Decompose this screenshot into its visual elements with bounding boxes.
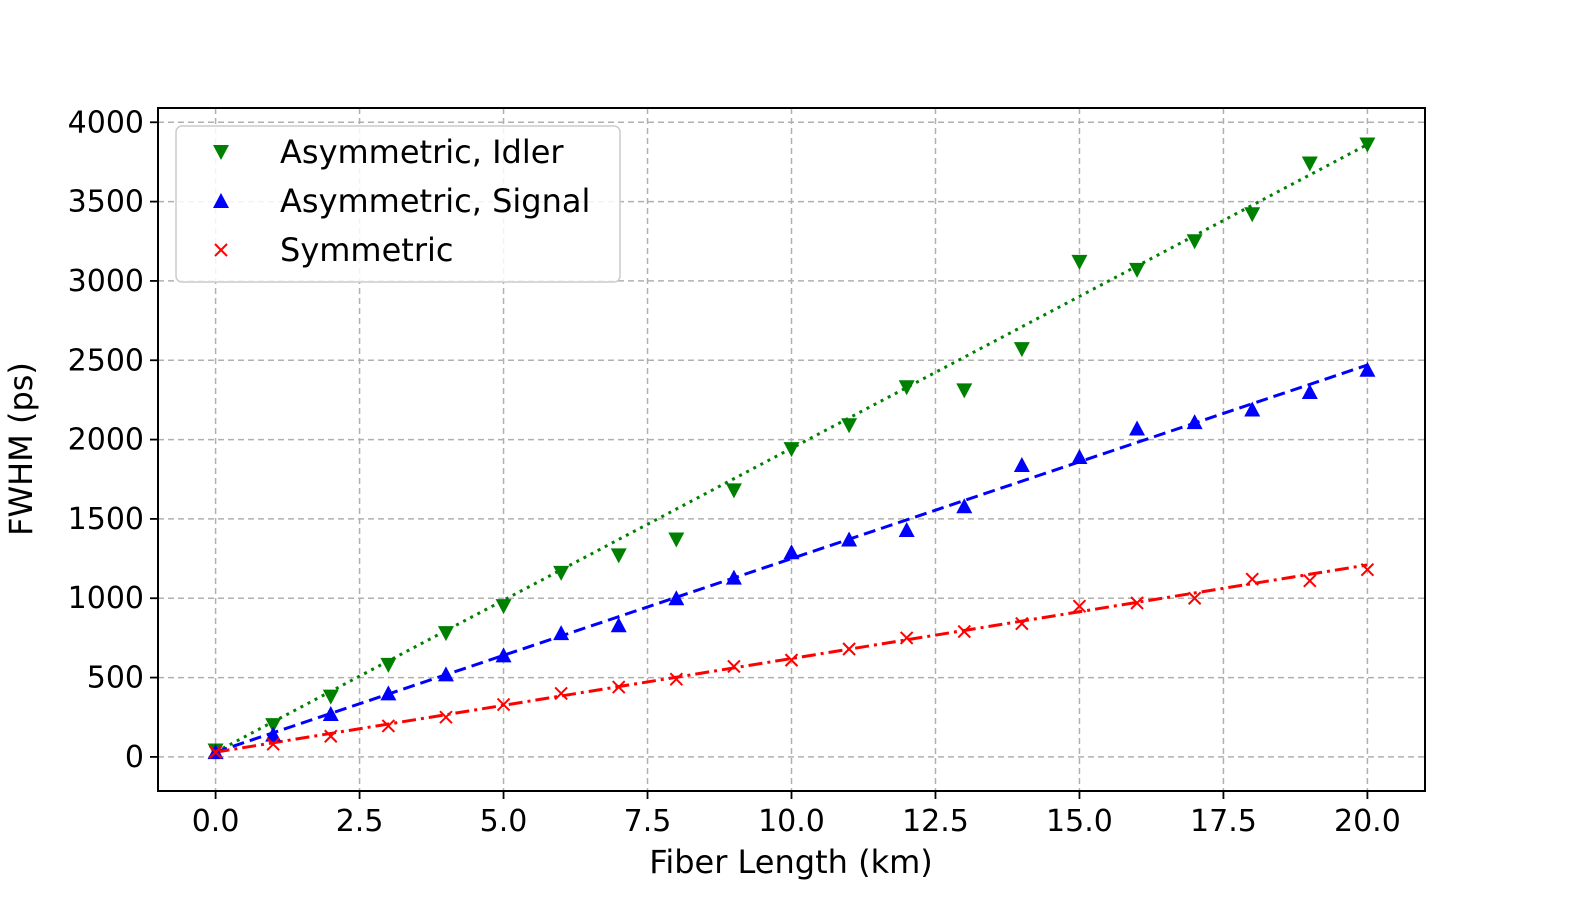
data-point xyxy=(322,706,339,722)
legend-label: Symmetric xyxy=(280,231,453,269)
data-markers xyxy=(207,137,1376,760)
data-point xyxy=(322,689,339,705)
x-tick-label: 5.0 xyxy=(480,804,528,839)
data-point xyxy=(725,483,742,499)
data-point xyxy=(437,626,454,642)
data-point xyxy=(495,647,512,663)
data-point xyxy=(841,418,858,434)
y-tick-label: 4000 xyxy=(68,105,144,140)
data-point xyxy=(1071,254,1088,270)
data-point xyxy=(956,498,973,514)
y-axis-ticks: 0 500 1000 1500 2000 2500 3000 3500 4000 xyxy=(68,105,158,775)
data-point xyxy=(668,532,685,548)
x-tick-label: 12.5 xyxy=(902,804,969,839)
data-point xyxy=(1013,456,1030,472)
x-axis-label: Fiber Length (km) xyxy=(649,843,933,881)
x-tick-label: 2.5 xyxy=(336,804,384,839)
data-point xyxy=(380,657,397,673)
data-point xyxy=(1015,616,1029,631)
data-point xyxy=(495,599,512,615)
data-point xyxy=(957,624,971,639)
data-point xyxy=(1303,574,1317,588)
data-point xyxy=(265,726,282,742)
legend-marker xyxy=(213,193,229,208)
data-point xyxy=(1129,420,1146,436)
y-axis-label: FWHM (ps) xyxy=(2,362,40,536)
x-tick-label: 17.5 xyxy=(1190,804,1257,839)
data-point xyxy=(1245,572,1259,586)
data-point xyxy=(725,569,742,585)
data-point xyxy=(208,745,223,759)
fit-line xyxy=(215,363,1368,754)
y-tick-label: 500 xyxy=(87,661,144,696)
data-point xyxy=(324,729,338,743)
y-tick-label: 1000 xyxy=(68,581,144,616)
data-point xyxy=(553,565,570,581)
data-point xyxy=(783,544,800,560)
data-point xyxy=(1072,599,1087,613)
x-tick-label: 0.0 xyxy=(192,804,240,839)
data-point xyxy=(554,686,568,701)
data-point xyxy=(381,719,396,733)
data-point xyxy=(610,617,627,633)
data-point xyxy=(783,442,800,458)
data-point xyxy=(898,380,915,396)
data-point xyxy=(610,548,627,564)
y-tick-label: 2000 xyxy=(68,423,144,458)
data-point xyxy=(1187,591,1202,605)
data-point xyxy=(496,697,511,712)
data-point xyxy=(1244,207,1261,223)
x-tick-label: 10.0 xyxy=(758,804,825,839)
data-point xyxy=(437,666,454,682)
data-point xyxy=(898,522,915,538)
data-point xyxy=(612,680,626,694)
data-point xyxy=(842,642,856,656)
x-axis-ticks: 0.0 2.5 5.0 7.5 10.0 12.5 15.0 17.5 20.0 xyxy=(192,791,1401,839)
y-tick-label: 3000 xyxy=(68,264,144,299)
legend-label: Asymmetric, Idler xyxy=(280,133,564,171)
data-point xyxy=(1071,449,1088,465)
legend: Asymmetric, Idler Asymmetric, Signal Symme… xyxy=(175,125,621,283)
data-point xyxy=(727,659,741,674)
data-point xyxy=(1244,401,1261,417)
y-tick-label: 3500 xyxy=(68,185,144,220)
data-point xyxy=(266,737,280,751)
data-point xyxy=(1186,234,1203,250)
data-point xyxy=(784,653,799,667)
data-point xyxy=(1359,137,1376,153)
data-point xyxy=(1129,262,1146,278)
x-tick-label: 7.5 xyxy=(624,804,672,839)
data-point xyxy=(1013,342,1030,358)
x-tick-label: 15.0 xyxy=(1046,804,1113,839)
data-point xyxy=(669,672,684,686)
data-point xyxy=(841,531,858,547)
y-tick-label: 1500 xyxy=(68,502,144,537)
data-point xyxy=(553,625,570,641)
legend-box xyxy=(175,125,621,283)
fit-line xyxy=(214,143,1369,754)
legend-label: Asymmetric, Signal xyxy=(280,182,590,220)
data-point xyxy=(265,718,282,734)
data-point xyxy=(1301,383,1318,399)
data-point xyxy=(1130,596,1144,610)
data-point xyxy=(1186,414,1203,430)
legend-marker xyxy=(213,145,229,160)
fit-line xyxy=(215,563,1368,754)
data-point xyxy=(1360,562,1375,577)
x-tick-label: 20.0 xyxy=(1334,804,1401,839)
data-point xyxy=(899,631,914,645)
fit-lines xyxy=(214,143,1369,754)
data-point xyxy=(1301,156,1318,172)
y-tick-label: 2500 xyxy=(68,343,144,378)
data-point xyxy=(668,590,685,606)
data-point xyxy=(956,383,973,399)
data-point xyxy=(380,685,397,701)
data-point xyxy=(439,710,453,724)
data-point xyxy=(1359,361,1376,377)
y-tick-label: 0 xyxy=(125,740,144,775)
legend-marker xyxy=(214,243,228,257)
